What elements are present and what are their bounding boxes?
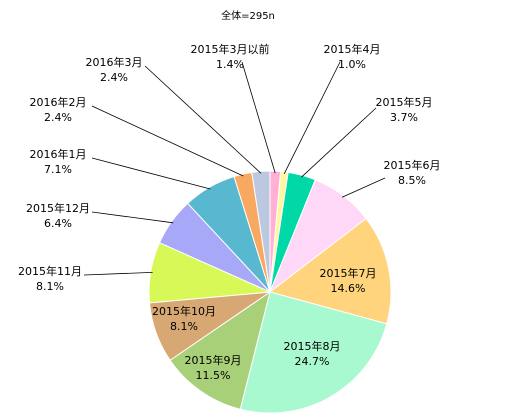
slice-value-label: 6.4%	[44, 217, 72, 230]
slice-label: 2016年3月	[86, 55, 143, 69]
slice-value-label: 3.7%	[390, 111, 418, 124]
slice-value-label: 11.5%	[196, 369, 231, 382]
slice-label: 2015年3月以前	[191, 42, 270, 56]
slice-value-label: 8.1%	[170, 320, 198, 333]
pie-slice	[169, 290, 271, 410]
pie-slices	[148, 170, 392, 414]
slice-label: 2015年5月	[376, 95, 433, 109]
slice-value-label: 14.6%	[331, 282, 366, 295]
pie-slice	[268, 217, 392, 325]
pie-slice	[239, 291, 388, 414]
slice-label: 2015年10月	[152, 304, 216, 318]
slice-label: 2016年2月	[30, 95, 87, 109]
slice-value-label: 1.4%	[216, 58, 244, 71]
slice-value-label: 24.7%	[295, 355, 330, 368]
chart-subtitle: 全体=295n	[221, 9, 275, 22]
leader-line	[91, 157, 211, 190]
slice-value-label: 2.4%	[44, 111, 72, 124]
leader-line	[241, 61, 276, 174]
leader-lines	[83, 61, 386, 276]
leader-line	[144, 65, 262, 174]
slice-value-label: 2.4%	[100, 71, 128, 84]
slice-value-label: 8.1%	[36, 280, 64, 293]
leader-line	[341, 177, 386, 198]
slice-label: 2015年11月	[18, 264, 82, 278]
slice-value-label: 7.1%	[44, 163, 72, 176]
slice-labels: 2015年3月以前 1.4% 2015年4月 1.0% 2015年5月 3.7% 2015年…	[18, 42, 441, 382]
pie-slice	[251, 170, 271, 293]
slice-label: 2015年4月	[324, 42, 381, 56]
leader-line	[83, 272, 153, 276]
slice-label: 2015年6月	[384, 158, 441, 172]
leader-line	[283, 61, 341, 174]
slice-label: 2015年12月	[26, 201, 90, 215]
leader-line	[301, 107, 377, 178]
slice-label: 2016年1月	[30, 147, 87, 161]
slice-value-label: 8.5%	[398, 174, 426, 187]
slice-label: 2015年7月	[320, 266, 377, 280]
leader-line	[91, 105, 244, 177]
slice-label: 2015年8月	[284, 339, 341, 353]
leader-line	[91, 211, 174, 224]
slice-label: 2015年9月	[185, 353, 242, 367]
slice-value-label: 1.0%	[338, 58, 366, 71]
